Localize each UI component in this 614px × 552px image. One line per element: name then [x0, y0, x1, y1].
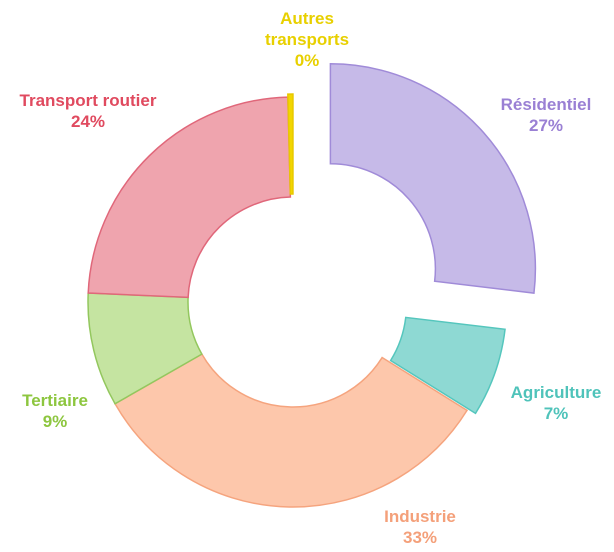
- donut-slice: [114, 353, 469, 508]
- donut-slice: [389, 316, 506, 415]
- slice-label: Tertiaire 9%: [5, 390, 105, 432]
- value-label: 24%: [70, 112, 106, 131]
- value-label: 0%: [294, 51, 320, 70]
- category-label: Agriculture: [510, 383, 602, 402]
- donut-slice: [329, 63, 537, 294]
- value-label: 33%: [402, 528, 438, 547]
- category-label: Industrie: [384, 507, 456, 526]
- slice-label: Transport routier 24%: [0, 90, 183, 132]
- slice-label: Autres transports 0%: [252, 8, 362, 71]
- category-label: Transport routier: [19, 91, 157, 110]
- value-label: 27%: [528, 116, 564, 135]
- category-label: Autres transports: [264, 9, 350, 49]
- category-label: Résidentiel: [500, 95, 592, 114]
- value-label: 7%: [543, 404, 569, 423]
- slice-label: Industrie 33%: [360, 506, 480, 548]
- value-label: 9%: [42, 412, 68, 431]
- slice-label: Résidentiel 27%: [476, 94, 614, 136]
- category-label: Tertiaire: [22, 391, 88, 410]
- slice-label: Agriculture 7%: [496, 382, 614, 424]
- donut-slice: [287, 93, 294, 195]
- donut-slice: [87, 96, 292, 299]
